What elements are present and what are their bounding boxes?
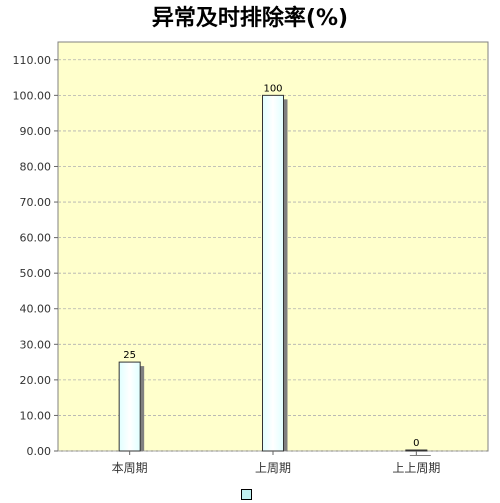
y-tick-label: 30.00 [20, 338, 52, 351]
y-tick-label: 20.00 [20, 374, 52, 387]
category-label: 上周期 [255, 461, 291, 475]
bars: 25 100 0 [118, 83, 431, 456]
x-axis: 本周期 上周期 上上周期 [112, 451, 440, 475]
y-tick-label: 80.00 [20, 160, 52, 173]
legend [241, 484, 252, 503]
y-tick-label: 100.00 [13, 89, 52, 102]
bar [405, 449, 428, 452]
y-tick-label: 50.00 [20, 267, 52, 280]
y-axis: 0.00 10.00 20.00 30.00 40.00 50.00 60.00 70.00 8… [13, 54, 58, 458]
category-label: 本周期 [112, 461, 148, 475]
bar [118, 361, 141, 452]
bar-shadow [409, 455, 431, 456]
y-tick-label: 70.00 [20, 196, 52, 209]
chart-title: 异常及时排除率(%) [151, 6, 349, 31]
category-label: 上上周期 [392, 461, 440, 475]
data-label: 25 [123, 350, 136, 361]
bar [262, 94, 284, 452]
y-tick-label: 90.00 [20, 125, 52, 138]
data-label: 100 [263, 83, 282, 94]
legend-swatch [241, 489, 252, 500]
y-tick-label: 60.00 [20, 232, 52, 245]
data-label: 0 [413, 438, 419, 449]
y-tick-label: 0.00 [27, 445, 52, 458]
y-tick-label: 40.00 [20, 303, 52, 316]
y-tick-label: 10.00 [20, 409, 52, 422]
y-tick-label: 110.00 [13, 54, 52, 67]
